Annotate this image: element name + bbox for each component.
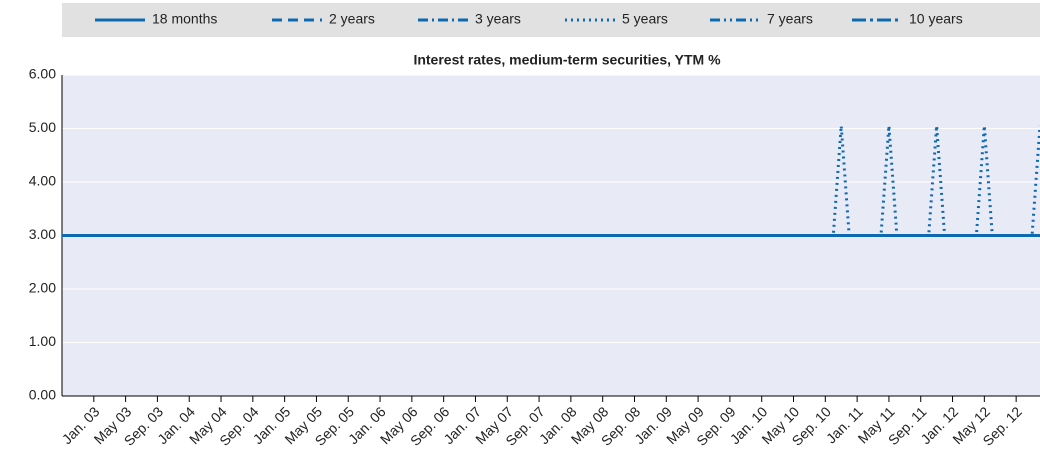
y-tick-label: 1.00 xyxy=(29,333,56,349)
y-tick-label: 3.00 xyxy=(29,226,56,242)
legend-label: 5 years xyxy=(622,11,668,27)
y-tick-label: 0.00 xyxy=(29,387,56,403)
legend-label: 18 months xyxy=(152,11,217,27)
y-tick-label: 5.00 xyxy=(29,119,56,135)
legend-label: 3 years xyxy=(475,11,521,27)
y-tick-label: 4.00 xyxy=(29,173,56,189)
y-tick-label: 6.00 xyxy=(29,66,56,82)
legend-label: 10 years xyxy=(909,11,963,27)
chart-title: Interest rates, medium-term securities, … xyxy=(413,52,721,68)
legend-label: 2 years xyxy=(329,11,375,27)
legend-label: 7 years xyxy=(767,11,813,27)
y-tick-label: 2.00 xyxy=(29,280,56,296)
